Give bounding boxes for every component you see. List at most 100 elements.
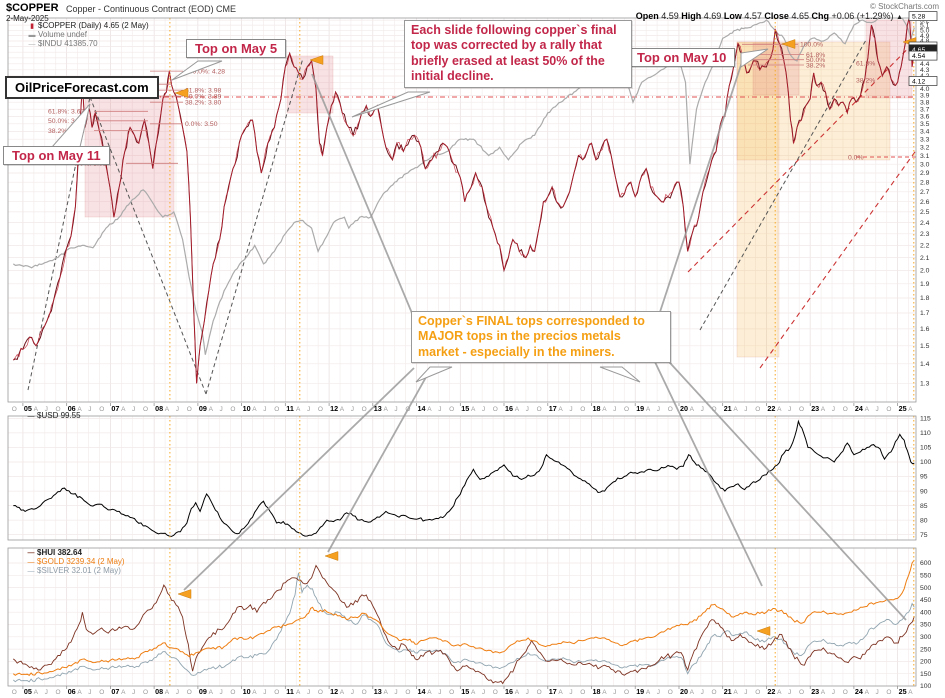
legend-volume-row[interactable]: ▬ Volume undef [28, 30, 87, 40]
legend-hui-row[interactable]: — $HUI 382.64 [27, 548, 82, 558]
open-label: Open [635, 11, 659, 21]
svg-text:09: 09 [199, 687, 207, 696]
svg-text:O: O [362, 406, 367, 413]
watermark-oilpriceforecast[interactable]: OilPriceForecast.com [5, 76, 159, 99]
svg-text:2.6: 2.6 [920, 199, 930, 206]
svg-text:115: 115 [920, 416, 931, 423]
svg-text:600: 600 [920, 560, 932, 567]
svg-text:J: J [876, 406, 879, 413]
svg-text:A: A [733, 406, 738, 413]
high-value: 4.69 [703, 11, 722, 21]
svg-text:J: J [788, 406, 791, 413]
svg-text:A: A [427, 689, 432, 696]
svg-text:05: 05 [24, 687, 32, 696]
svg-text:A: A [733, 689, 738, 696]
svg-text:150: 150 [920, 671, 932, 678]
legend-indu-label: $INDU 41385.70 [38, 39, 98, 48]
legend-gold-label: $GOLD 3239.34 (2 May) [37, 557, 125, 566]
svg-text:11: 11 [286, 404, 294, 413]
svg-text:O: O [143, 689, 148, 696]
svg-text:38.2%: 38.2% [806, 62, 825, 69]
svg-text:4.12: 4.12 [912, 79, 925, 86]
svg-text:A: A [558, 689, 563, 696]
svg-text:O: O [99, 406, 104, 413]
legend-gold-row[interactable]: — $GOLD 3239.34 (2 May) [27, 557, 125, 567]
svg-text:61.8%: 61.8% [806, 52, 825, 59]
callout-top-may-10[interactable]: Top on May 10 [628, 48, 736, 67]
watermark-label: OilPriceForecast.com [15, 80, 149, 95]
svg-text:A: A [646, 689, 651, 696]
svg-text:38.2%: 38.2% [856, 78, 875, 85]
svg-text:O: O [886, 406, 891, 413]
svg-text:85: 85 [920, 503, 928, 510]
svg-text:3.4: 3.4 [920, 129, 930, 136]
svg-text:A: A [77, 689, 82, 696]
svg-text:J: J [176, 406, 179, 413]
svg-text:A: A [777, 689, 782, 696]
svg-text:3.7: 3.7 [920, 106, 930, 113]
svg-text:A: A [165, 406, 170, 413]
svg-text:O: O [537, 406, 542, 413]
svg-text:61.8%: 3.98: 61.8%: 3.98 [185, 87, 221, 94]
svg-text:A: A [471, 689, 476, 696]
line-icon: — [27, 559, 35, 566]
low-label: Low [723, 11, 742, 21]
svg-text:J: J [569, 406, 572, 413]
svg-text:J: J [394, 689, 397, 696]
svg-text:J: J [394, 406, 397, 413]
svg-text:23: 23 [811, 404, 819, 413]
svg-text:J: J [307, 689, 310, 696]
svg-text:J: J [526, 689, 529, 696]
high-label: High [681, 11, 702, 21]
note-final-tops[interactable]: Copper`s FINAL tops corresponded to MAJO… [411, 311, 671, 364]
svg-text:O: O [405, 406, 410, 413]
svg-text:A: A [558, 406, 563, 413]
svg-text:O: O [56, 689, 61, 696]
svg-text:95: 95 [920, 474, 928, 481]
legend-hui-label: $HUI 382.64 [37, 548, 82, 557]
svg-text:J: J [613, 689, 616, 696]
svg-text:A: A [121, 689, 126, 696]
svg-text:14: 14 [418, 687, 426, 696]
svg-text:A: A [865, 689, 870, 696]
chart-date: 2-May-2025 [6, 14, 49, 23]
svg-text:A: A [165, 689, 170, 696]
svg-text:J: J [744, 406, 747, 413]
legend-usd-row[interactable]: — $USD 99.55 [27, 411, 81, 421]
legend-copper-label: $COPPER (Daily) 4.65 (2 May) [38, 21, 149, 30]
svg-text:O: O [143, 406, 148, 413]
svg-text:05: 05 [24, 404, 32, 413]
callout-top-may-5[interactable]: Top on May 5 [186, 39, 287, 58]
svg-text:A: A [515, 689, 520, 696]
svg-text:A: A [471, 406, 476, 413]
svg-text:J: J [701, 406, 704, 413]
svg-text:17: 17 [549, 404, 557, 413]
legend-silver-row[interactable]: — $SILVER 32.01 (2 May) [27, 566, 121, 576]
legend-copper-row[interactable]: ▮ $COPPER (Daily) 4.65 (2 May) [28, 21, 149, 31]
svg-text:O: O [274, 406, 279, 413]
svg-text:O: O [886, 689, 891, 696]
svg-text:4.9: 4.9 [920, 33, 930, 40]
svg-text:A: A [865, 406, 870, 413]
svg-text:2.4: 2.4 [920, 220, 930, 227]
svg-text:2.5: 2.5 [920, 209, 930, 216]
svg-text:1.8: 1.8 [920, 295, 930, 302]
callout-top-may-11[interactable]: Top on May 11 [3, 146, 110, 165]
svg-text:38.2%: 3.80: 38.2%: 3.80 [185, 100, 221, 107]
svg-text:O: O [580, 406, 585, 413]
svg-text:1.9: 1.9 [920, 281, 930, 288]
svg-text:A: A [296, 406, 301, 413]
svg-text:A: A [209, 406, 214, 413]
svg-text:10: 10 [243, 687, 251, 696]
svg-text:A: A [384, 689, 389, 696]
svg-text:16: 16 [505, 687, 513, 696]
svg-text:105: 105 [920, 445, 932, 452]
svg-text:3.1: 3.1 [920, 153, 930, 160]
legend-indu-row[interactable]: — $INDU 41385.70 [28, 39, 98, 49]
svg-text:350: 350 [920, 622, 932, 629]
svg-text:3.9: 3.9 [920, 93, 930, 100]
svg-text:4.4: 4.4 [920, 61, 930, 68]
svg-text:A: A [34, 689, 39, 696]
note-retracement[interactable]: Each slide following copper`s final top … [404, 20, 632, 88]
